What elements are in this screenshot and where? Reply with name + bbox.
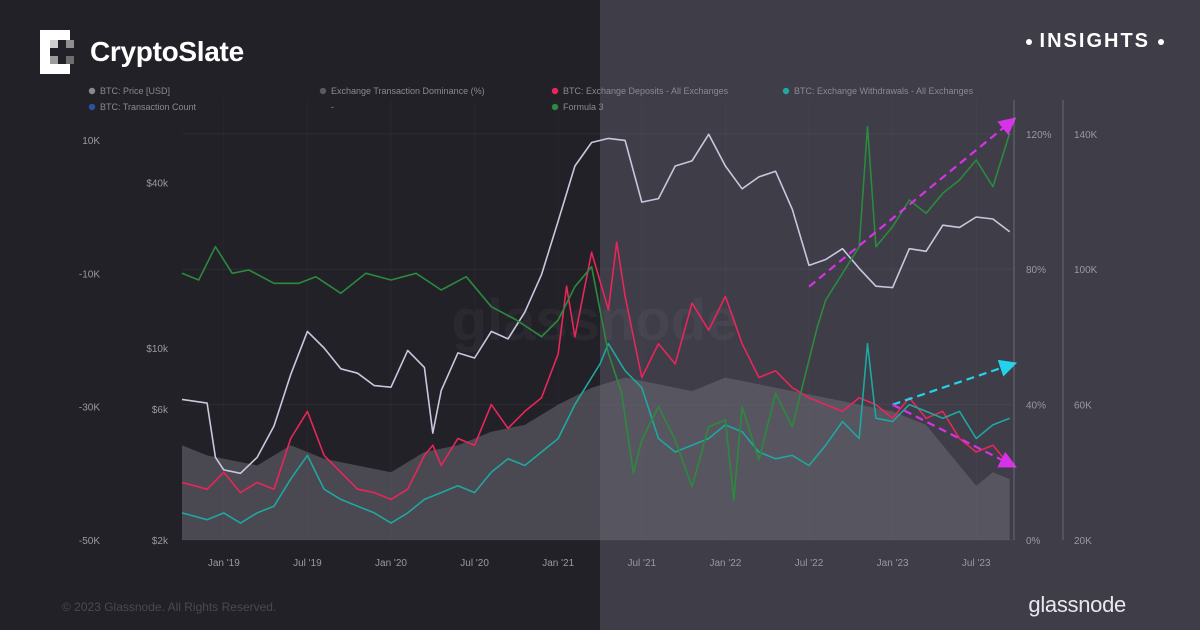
legend-label: BTC: Transaction Count [100,102,197,112]
y-tick-price: $6k [152,405,169,416]
x-tick-label: Jul '19 [293,558,322,569]
y-tick-price: $10k [146,344,169,355]
y-tick-dominance: 120% [1026,130,1052,141]
y-tick-price: $2k [152,536,169,547]
y-tick-formula: 10K [82,136,100,147]
x-tick-label: Jan '20 [375,558,407,569]
y-tick-formula: -10K [79,269,100,280]
legend-label: BTC: Exchange Deposits - All Exchanges [563,86,729,96]
x-tick-label: Jan '19 [208,558,240,569]
x-tick-label: Jul '22 [795,558,824,569]
copyright-text: © 2023 Glassnode. All Rights Reserved. [62,600,277,614]
x-tick-label: Jul '21 [628,558,657,569]
legend-marker [88,87,96,95]
legend-label: - [331,102,334,112]
y-tick-price: $40k [146,179,169,190]
series-formula-line [181,125,1011,501]
x-tick-label: Jan '22 [709,558,741,569]
y-tick-dominance: 80% [1026,265,1046,276]
legend-marker [551,103,559,111]
x-tick-label: Jan '21 [542,558,574,569]
series-dominance-area [182,377,1010,540]
series-withdrawals-line [181,342,1010,524]
y-tick-dominance: 40% [1026,401,1046,412]
provider-logo-text: glassnode [1028,592,1126,617]
y-tick-formula: -50K [79,536,100,547]
legend-marker [782,87,790,95]
legend-label: Formula 3 [563,102,604,112]
x-tick-label: Jul '20 [460,558,489,569]
legend-marker [551,87,559,95]
y-tick-count: 60K [1074,401,1092,412]
x-tick-label: Jan '23 [877,558,909,569]
chart-watermark: glassnode [452,288,739,353]
y-tick-formula: -30K [79,403,100,414]
brand-logo[interactable]: CryptoSlate [40,30,244,74]
x-tick-label: Jul '23 [962,558,991,569]
series-deposits-line [181,241,1011,501]
series-price-line [181,133,1011,475]
insights-badge: INSIGHTS [1018,30,1172,53]
y-tick-count: 20K [1074,536,1092,547]
trend-arrow-cyan [892,359,1018,406]
legend-label: BTC: Exchange Withdrawals - All Exchange… [794,86,974,96]
legend-label: Exchange Transaction Dominance (%) [331,86,485,96]
y-tick-count: 100K [1074,265,1098,276]
insights-label: INSIGHTS [1039,30,1150,52]
dot-icon [1158,38,1164,45]
legend-marker [319,87,327,95]
cryptoslate-logo-icon [40,30,74,74]
legend-label: BTC: Price [USD] [100,86,170,96]
legend-marker [88,103,96,111]
y-tick-count: 140K [1074,130,1098,141]
trend-arrow-magenta [892,403,1017,468]
dot-icon [1025,38,1032,45]
trend-arrow-magenta [808,117,1017,288]
y-tick-dominance: 0% [1026,536,1041,547]
brand-title: CryptoSlate [90,36,244,67]
